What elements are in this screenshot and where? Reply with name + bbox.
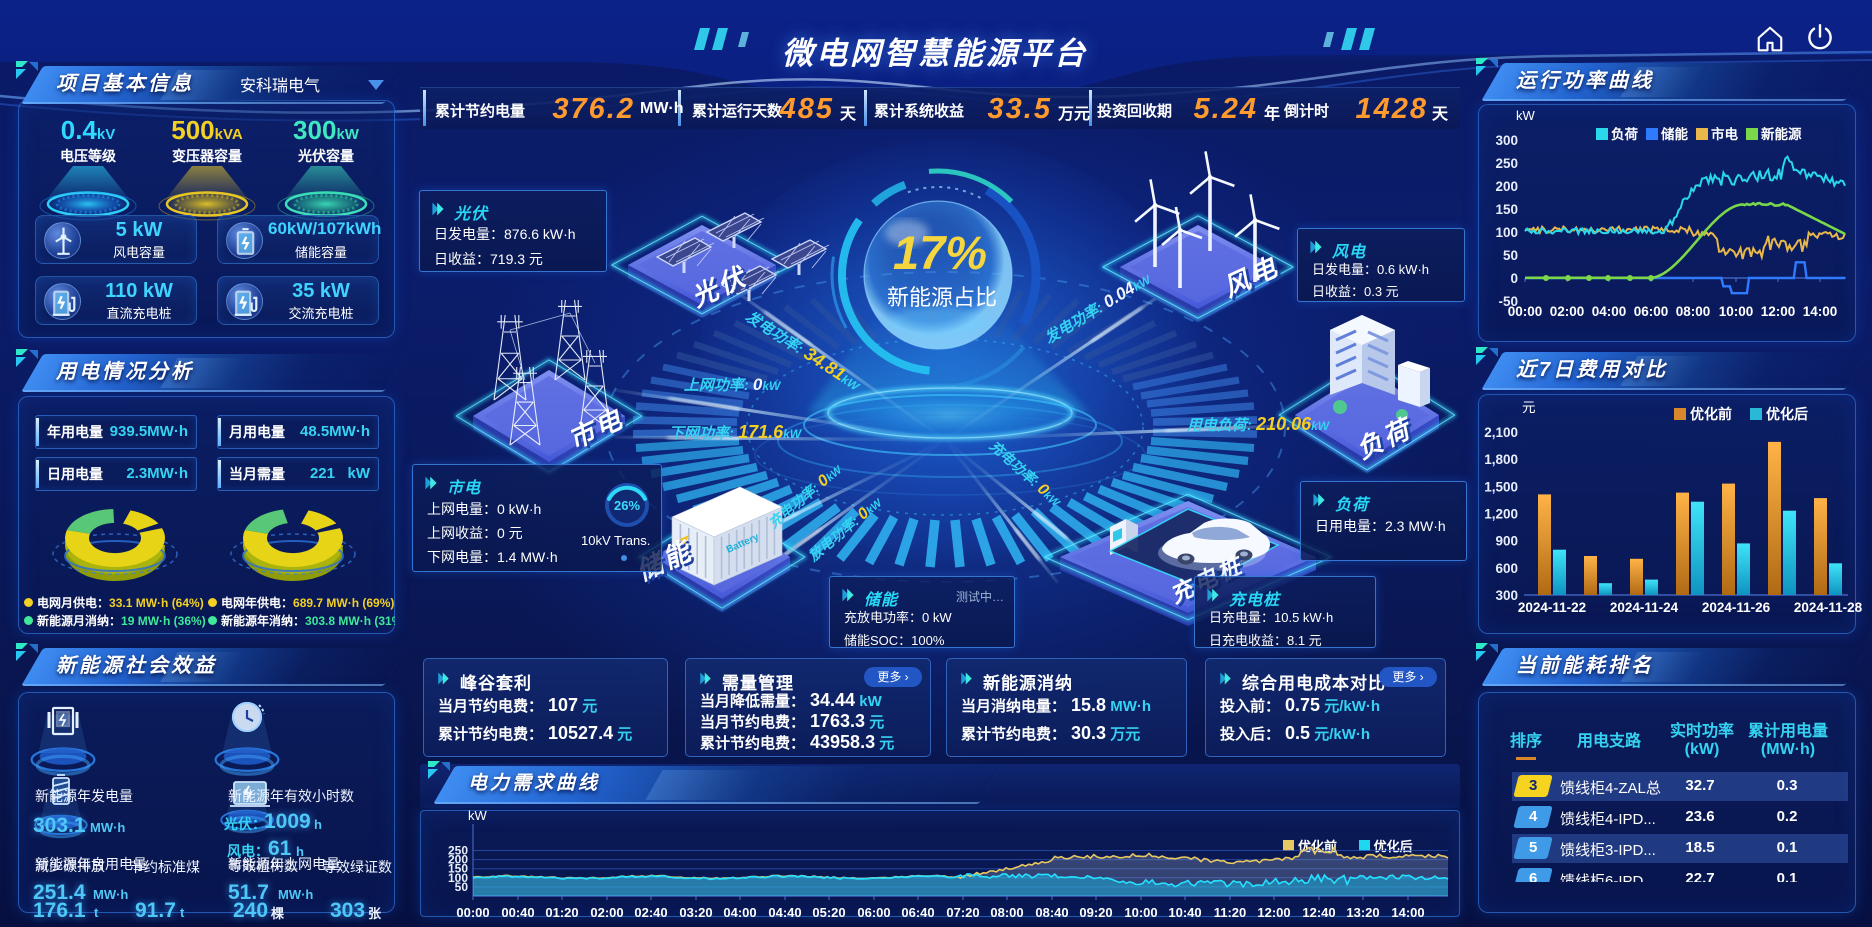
- svg-text:储能: 储能: [1660, 126, 1689, 142]
- svg-text:10:00: 10:00: [1719, 304, 1754, 319]
- svg-text:02:40: 02:40: [634, 905, 667, 920]
- svg-text:00:40: 00:40: [501, 905, 534, 920]
- svg-text:12:40: 12:40: [1302, 905, 1335, 920]
- svg-text:06:00: 06:00: [857, 905, 890, 920]
- svg-text:07:20: 07:20: [946, 905, 979, 920]
- svg-text:900: 900: [1495, 534, 1518, 549]
- svg-text:新能源: 新能源: [1761, 126, 1802, 142]
- svg-text:50: 50: [455, 880, 469, 894]
- svg-text:17%: 17%: [893, 226, 987, 279]
- svg-text:10:40: 10:40: [1168, 905, 1201, 920]
- svg-text:负荷: 负荷: [1611, 126, 1639, 142]
- svg-text:2024-11-24: 2024-11-24: [1610, 600, 1679, 615]
- svg-text:14:00: 14:00: [1803, 304, 1838, 319]
- svg-text:250: 250: [448, 844, 468, 858]
- svg-text:12:00: 12:00: [1761, 304, 1796, 319]
- svg-text:kW: kW: [468, 808, 488, 823]
- svg-text:08:00: 08:00: [1676, 304, 1711, 319]
- svg-text:优化前: 优化前: [1690, 406, 1732, 422]
- svg-text:0: 0: [1510, 271, 1518, 286]
- svg-text:04:00: 04:00: [1592, 304, 1627, 319]
- svg-text:06:00: 06:00: [1634, 304, 1669, 319]
- svg-text:250: 250: [1495, 156, 1518, 171]
- svg-text:上网功率: 0kW: 上网功率: 0kW: [684, 375, 782, 394]
- svg-text:11:20: 11:20: [1214, 905, 1247, 920]
- svg-text:02:00: 02:00: [1550, 304, 1585, 319]
- svg-text:2024-11-28: 2024-11-28: [1794, 600, 1863, 615]
- svg-text:市电: 市电: [1711, 126, 1739, 142]
- svg-text:150: 150: [1495, 202, 1518, 217]
- svg-text:26%: 26%: [614, 498, 640, 513]
- svg-text:600: 600: [1495, 561, 1518, 576]
- svg-text:05:20: 05:20: [812, 905, 845, 920]
- svg-text:14:00: 14:00: [1391, 905, 1424, 920]
- svg-text:04:40: 04:40: [768, 905, 801, 920]
- svg-text:用电负荷: 210.06kW: 用电负荷: 210.06kW: [1186, 414, 1331, 434]
- svg-text:优化后: 优化后: [1766, 406, 1808, 422]
- svg-text:02:00: 02:00: [590, 905, 623, 920]
- svg-text:200: 200: [448, 853, 468, 867]
- svg-text:充电功率: 0kW: 充电功率: 0kW: [986, 437, 1065, 511]
- svg-text:1,200: 1,200: [1484, 507, 1518, 522]
- svg-text:100: 100: [1495, 225, 1518, 240]
- svg-text:00:00: 00:00: [456, 905, 489, 920]
- svg-text:2024-11-26: 2024-11-26: [1702, 600, 1771, 615]
- svg-text:300: 300: [1495, 588, 1518, 603]
- svg-text:08:40: 08:40: [1035, 905, 1068, 920]
- svg-text:06:40: 06:40: [901, 905, 934, 920]
- svg-text:下网功率: 171.6kW: 下网功率: 171.6kW: [669, 422, 803, 442]
- svg-text:00:00: 00:00: [1508, 304, 1543, 319]
- svg-text:元: 元: [1522, 400, 1536, 415]
- svg-text:-50: -50: [1498, 294, 1518, 309]
- svg-text:01:20: 01:20: [545, 905, 578, 920]
- svg-text:08:00: 08:00: [990, 905, 1023, 920]
- svg-text:1,800: 1,800: [1484, 452, 1518, 467]
- svg-text:03:20: 03:20: [679, 905, 712, 920]
- svg-text:10:00: 10:00: [1124, 905, 1157, 920]
- svg-text:新能源占比: 新能源占比: [887, 285, 997, 310]
- svg-text:2,100: 2,100: [1484, 425, 1518, 440]
- svg-text:13:20: 13:20: [1346, 905, 1379, 920]
- svg-text:kW: kW: [1516, 108, 1536, 123]
- svg-text:300: 300: [1495, 133, 1518, 148]
- svg-text:1,500: 1,500: [1484, 479, 1518, 494]
- svg-text:04:00: 04:00: [723, 905, 756, 920]
- svg-text:50: 50: [1503, 248, 1518, 263]
- svg-text:12:00: 12:00: [1257, 905, 1290, 920]
- svg-text:200: 200: [1495, 179, 1518, 194]
- svg-text:100: 100: [448, 871, 468, 885]
- svg-text:150: 150: [448, 862, 468, 876]
- svg-text:09:20: 09:20: [1079, 905, 1112, 920]
- svg-text:2024-11-22: 2024-11-22: [1518, 600, 1586, 615]
